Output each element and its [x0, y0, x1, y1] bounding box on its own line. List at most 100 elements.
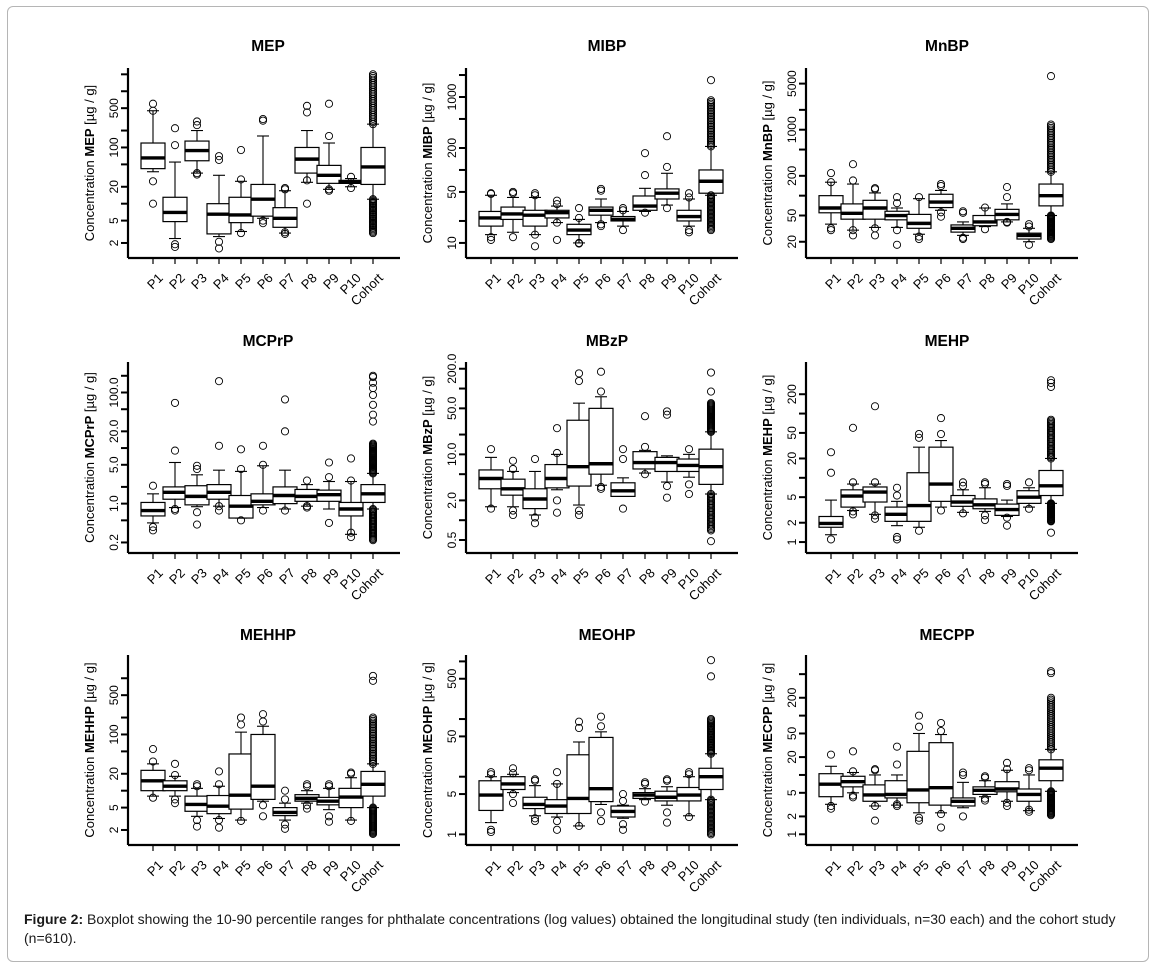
box-p6: P6: [588, 184, 614, 292]
box-p3: P3: [522, 189, 548, 292]
outlier-point: [552, 448, 562, 458]
y-tick-label: 1000: [445, 83, 459, 110]
outlier-point: [1046, 120, 1056, 129]
box-p4: P4: [206, 767, 232, 879]
x-tick-label: P6: [592, 857, 614, 879]
outlier-point: [552, 779, 562, 788]
outlier-point: [258, 717, 268, 726]
outlier-point: [302, 780, 312, 789]
y-axis-label-unit: [µg / g]: [760, 663, 775, 707]
x-tick-label: P4: [548, 857, 570, 879]
outlier-point: [324, 131, 334, 141]
box-iqr: [906, 472, 932, 522]
outlier-point: [958, 478, 968, 487]
outlier-point: [870, 478, 880, 487]
outlier-point: [302, 199, 312, 208]
x-tick-label: P1: [144, 270, 166, 292]
box-p4: P4: [544, 424, 570, 587]
box-p6: P6: [250, 441, 276, 587]
box-p7: P7: [950, 478, 976, 587]
outlier-point: [302, 176, 312, 185]
outlier-point: [826, 750, 836, 759]
outlier-point: [170, 446, 180, 455]
outlier-point: [980, 772, 990, 781]
outlier-point: [214, 155, 224, 164]
box-p8: P8: [294, 476, 320, 587]
box-p5: P5: [906, 711, 932, 879]
outlier-point: [486, 770, 496, 779]
x-tick-label: P7: [614, 857, 636, 879]
x-tick-label: P2: [844, 857, 866, 879]
x-tick-label: P5: [232, 857, 254, 879]
x-tick-label: P2: [166, 857, 188, 879]
outlier-point: [258, 710, 268, 719]
outlier-point: [618, 445, 628, 454]
y-tick-label: 5: [107, 804, 121, 811]
box-p2: P2: [500, 764, 526, 879]
outlier-point: [1024, 220, 1034, 229]
outlier-point: [346, 183, 356, 193]
outlier-point: [958, 509, 968, 518]
box-p10: P10: [337, 768, 364, 884]
outlier-point: [640, 171, 650, 180]
outlier-point: [848, 231, 858, 240]
outlier-point: [848, 767, 858, 776]
outlier-point: [368, 371, 378, 380]
outlier-point: [302, 804, 312, 813]
outlier-point: [530, 775, 540, 784]
outlier-point: [214, 767, 224, 776]
outlier-point: [936, 179, 946, 189]
outlier-point: [684, 189, 694, 198]
box-iqr: [840, 203, 866, 220]
outlier-point: [618, 820, 628, 829]
outlier-point: [870, 514, 880, 523]
box-p1: P1: [140, 745, 166, 879]
outlier-point: [1046, 499, 1056, 508]
box-p3: P3: [522, 454, 548, 587]
outlier-point: [684, 445, 694, 454]
outlier-point: [914, 433, 924, 442]
y-axis-label: Concentration MECPP [µg / g]: [760, 663, 775, 837]
outlier-point: [574, 376, 584, 386]
outlier-point: [1024, 764, 1034, 773]
outlier-point: [258, 216, 268, 225]
outlier-point: [662, 776, 672, 785]
outlier-point: [552, 235, 562, 244]
outlier-point: [618, 226, 628, 235]
outlier-point: [914, 234, 924, 244]
outlier-point: [684, 768, 694, 777]
outlier-point: [706, 76, 716, 85]
outlier-point: [618, 454, 628, 464]
panel-title: MEOHP: [579, 627, 636, 644]
box-p5: P5: [906, 429, 932, 587]
panel-mnbp: MnBP 20 50 200 1000 5000 Concentration MnBP [µ…: [760, 38, 1078, 309]
figure-caption: Figure 2: Boxplot showing the 10-90 perc…: [24, 910, 1139, 948]
outlier-point: [684, 480, 694, 489]
y-tick-label: 50: [785, 209, 799, 223]
outlier-point: [280, 795, 290, 804]
box-iqr: [862, 784, 888, 802]
outlier-point: [192, 169, 202, 178]
box-p2: P2: [500, 187, 526, 292]
outlier-point: [1024, 478, 1034, 487]
y-tick-label: 100.0: [107, 377, 121, 407]
x-tick-label: P2: [166, 565, 188, 587]
outlier-point: [706, 672, 716, 681]
outlier-point: [914, 816, 924, 825]
box-iqr: [928, 446, 954, 502]
outlier-point: [662, 818, 672, 827]
outlier-point: [530, 191, 540, 200]
outlier-point: [640, 442, 650, 451]
outlier-point: [302, 801, 312, 810]
y-axis-label-prefix: Concentration: [420, 159, 435, 244]
outlier-point: [1024, 766, 1034, 775]
outlier-point: [596, 220, 606, 229]
x-tick-label: P8: [298, 270, 320, 292]
box-iqr: [566, 754, 592, 815]
y-tick-label: 2: [107, 826, 121, 833]
outlier-point: [552, 200, 562, 209]
y-tick-label: 1000: [785, 116, 799, 143]
y-tick-label: 5: [785, 789, 799, 796]
outlier-point: [214, 377, 224, 386]
outlier-point: [1002, 765, 1012, 774]
